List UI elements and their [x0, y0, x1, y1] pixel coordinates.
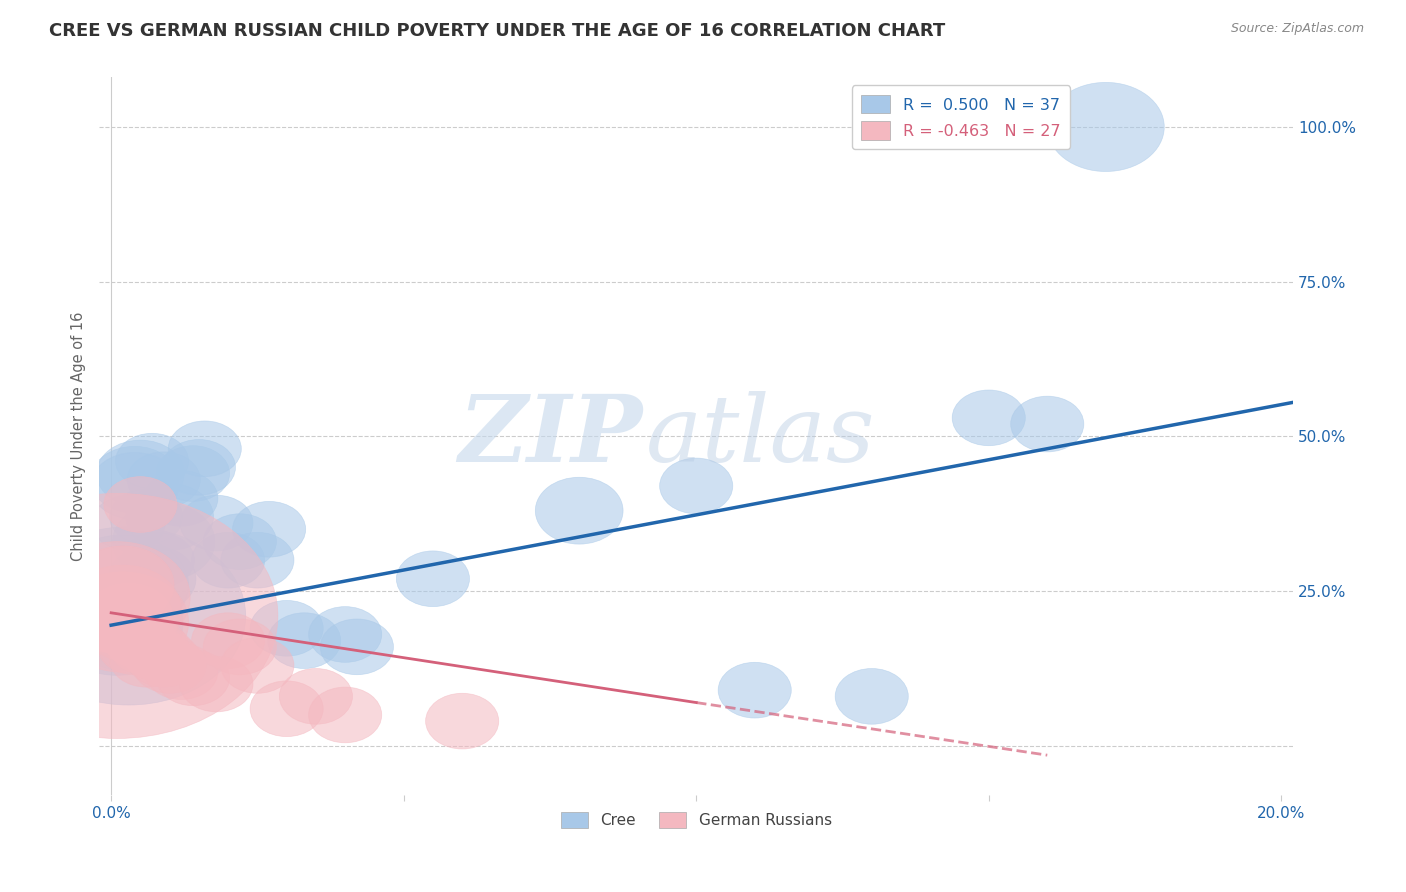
Ellipse shape — [162, 440, 235, 495]
Ellipse shape — [221, 533, 294, 588]
Ellipse shape — [51, 575, 183, 675]
Ellipse shape — [321, 619, 394, 674]
Ellipse shape — [104, 476, 177, 533]
Ellipse shape — [156, 446, 229, 501]
Ellipse shape — [659, 458, 733, 514]
Ellipse shape — [58, 535, 188, 635]
Ellipse shape — [97, 440, 184, 507]
Ellipse shape — [121, 533, 194, 588]
Ellipse shape — [125, 483, 214, 550]
Ellipse shape — [58, 572, 188, 673]
Ellipse shape — [115, 619, 188, 674]
Ellipse shape — [110, 619, 183, 674]
Ellipse shape — [93, 495, 166, 551]
Ellipse shape — [134, 638, 207, 693]
Ellipse shape — [308, 687, 382, 743]
Legend: Cree, German Russians: Cree, German Russians — [554, 806, 838, 834]
Ellipse shape — [145, 644, 218, 699]
Ellipse shape — [232, 501, 305, 558]
Ellipse shape — [115, 434, 188, 489]
Ellipse shape — [98, 607, 172, 663]
Ellipse shape — [112, 503, 215, 581]
Ellipse shape — [110, 588, 183, 644]
Ellipse shape — [308, 607, 382, 663]
Ellipse shape — [110, 489, 183, 545]
Ellipse shape — [426, 693, 499, 749]
Ellipse shape — [396, 551, 470, 607]
Ellipse shape — [0, 493, 278, 739]
Ellipse shape — [11, 527, 246, 705]
Ellipse shape — [72, 592, 174, 671]
Ellipse shape — [104, 613, 177, 668]
Text: Source: ZipAtlas.com: Source: ZipAtlas.com — [1230, 22, 1364, 36]
Ellipse shape — [191, 533, 264, 588]
Ellipse shape — [110, 632, 183, 687]
Ellipse shape — [108, 545, 195, 612]
Ellipse shape — [250, 681, 323, 737]
Ellipse shape — [127, 632, 201, 687]
Ellipse shape — [718, 663, 792, 718]
Ellipse shape — [180, 495, 253, 551]
Ellipse shape — [835, 668, 908, 724]
Ellipse shape — [65, 566, 181, 654]
Text: atlas: atlas — [647, 392, 876, 482]
Ellipse shape — [536, 477, 623, 544]
Ellipse shape — [90, 446, 179, 513]
Ellipse shape — [250, 600, 323, 657]
Ellipse shape — [180, 657, 253, 712]
Ellipse shape — [169, 421, 242, 476]
Ellipse shape — [952, 390, 1025, 446]
Ellipse shape — [84, 595, 173, 662]
Ellipse shape — [127, 452, 201, 508]
Ellipse shape — [204, 514, 277, 569]
Ellipse shape — [204, 619, 277, 674]
Text: ZIP: ZIP — [458, 392, 643, 482]
Ellipse shape — [90, 452, 179, 519]
Ellipse shape — [267, 613, 340, 668]
Ellipse shape — [1047, 82, 1164, 171]
Ellipse shape — [44, 541, 190, 653]
Text: CREE VS GERMAN RUSSIAN CHILD POVERTY UNDER THE AGE OF 16 CORRELATION CHART: CREE VS GERMAN RUSSIAN CHILD POVERTY UND… — [49, 22, 945, 40]
Ellipse shape — [145, 470, 218, 526]
Ellipse shape — [1011, 396, 1084, 452]
Ellipse shape — [98, 619, 172, 674]
Ellipse shape — [72, 546, 174, 624]
Ellipse shape — [280, 668, 353, 724]
Ellipse shape — [221, 638, 294, 693]
Ellipse shape — [121, 625, 194, 681]
Y-axis label: Child Poverty Under the Age of 16: Child Poverty Under the Age of 16 — [72, 311, 86, 561]
Ellipse shape — [191, 613, 264, 668]
Ellipse shape — [84, 582, 173, 649]
Ellipse shape — [156, 650, 229, 706]
